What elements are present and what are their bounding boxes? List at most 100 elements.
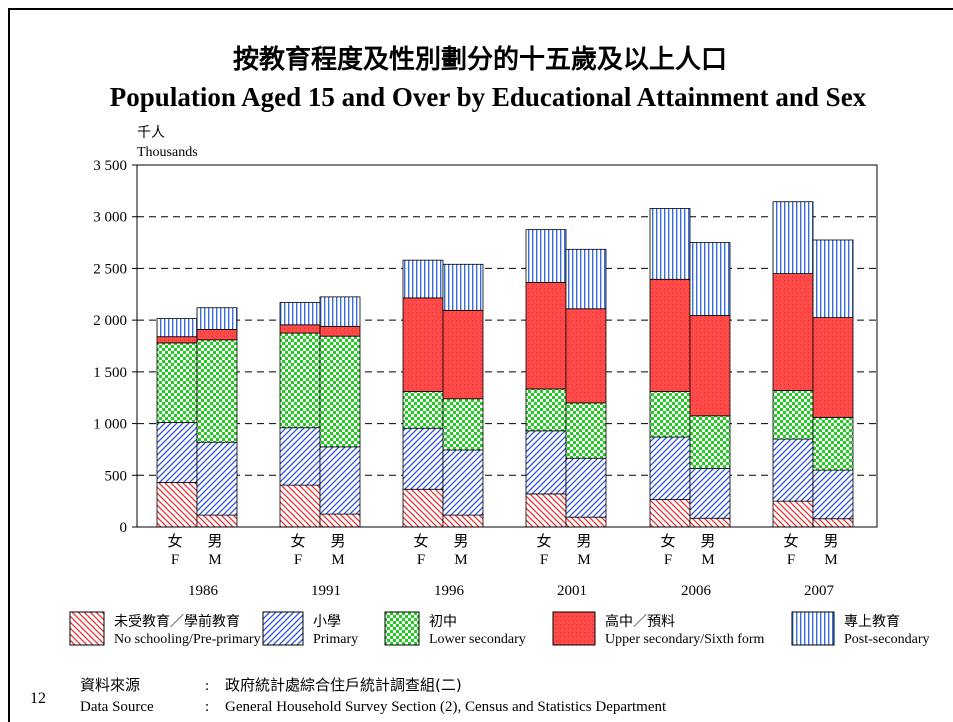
source-text-en: General Household Survey Section (2), Ce…	[225, 699, 667, 715]
bar-segment	[442, 263, 484, 311]
bar-segment	[772, 438, 814, 502]
x-label-sex-en: F	[664, 552, 672, 568]
y-tick-label: 2 000	[93, 313, 127, 329]
bar-segment	[525, 493, 567, 528]
legend-label-en: No schooling/Pre-primary	[114, 632, 261, 647]
legend-swatch	[791, 611, 835, 646]
x-label-sex-zh: 男	[823, 532, 838, 550]
x-label-sex-en: M	[701, 552, 714, 568]
legend-label-en: Primary	[313, 632, 358, 647]
bar-segment	[402, 391, 444, 429]
bar-segment	[279, 332, 321, 429]
x-label-year: 1986	[188, 583, 219, 599]
bar-segment	[649, 391, 691, 438]
bar-segment	[319, 513, 361, 528]
x-label-sex-en: F	[171, 552, 179, 568]
source-label-en: Data Source	[80, 699, 154, 715]
bar-segment	[812, 416, 854, 471]
x-label-year: 2006	[681, 583, 712, 599]
x-label-sex-en: M	[454, 552, 467, 568]
page-number: 12	[30, 690, 46, 707]
legend-label-zh: 初中	[429, 613, 457, 630]
legend-swatch	[69, 611, 105, 646]
bar-segment	[196, 329, 238, 341]
x-label-sex-zh: 女	[783, 532, 798, 550]
bar-segment	[649, 278, 691, 392]
bar-segment	[319, 296, 361, 327]
grid	[137, 164, 877, 476]
x-label-sex-en: F	[787, 552, 795, 568]
x-label-sex-zh: 女	[660, 532, 675, 550]
plot-area-border	[136, 164, 878, 528]
bar-segment	[649, 499, 691, 528]
bar-segment	[565, 248, 607, 310]
bar-segment	[525, 281, 567, 390]
bar-segment	[812, 239, 854, 318]
legend-swatch	[384, 611, 420, 646]
y-axis-label-en: Thousands	[137, 145, 198, 160]
bar-segment	[402, 297, 444, 392]
bar-segment	[196, 514, 238, 528]
x-label-sex-zh: 男	[330, 532, 345, 550]
x-label-year: 2007	[804, 583, 835, 599]
bar-segment	[279, 484, 321, 528]
source-colon-zh: :	[205, 678, 209, 694]
bar-segment	[279, 427, 321, 486]
bar-segment	[196, 441, 238, 516]
bar-segment	[402, 259, 444, 299]
bar-segment	[812, 469, 854, 520]
bar-segment	[525, 430, 567, 495]
bar-segment	[565, 308, 607, 404]
x-label-sex-en: F	[417, 552, 425, 568]
chart-title-en: Population Aged 15 and Over by Education…	[110, 82, 867, 112]
legend-label-zh: 小學	[313, 614, 341, 630]
bar-segment	[156, 318, 198, 338]
bar-segment	[812, 518, 854, 528]
x-label-sex-zh: 男	[576, 532, 591, 550]
bar-segment	[279, 302, 321, 326]
bar-segment	[772, 390, 814, 440]
bar-segment	[565, 516, 607, 528]
bars	[156, 201, 854, 528]
y-tick-label: 1 000	[93, 417, 127, 433]
x-label-sex-en: M	[208, 552, 221, 568]
bar-segment	[772, 201, 814, 275]
page-frame	[8, 8, 953, 722]
bar-segment	[565, 457, 607, 518]
y-tick-label: 1 500	[93, 365, 127, 381]
bar-segment	[402, 488, 444, 528]
x-label-sex-en: M	[824, 552, 837, 568]
x-label-year: 2001	[557, 583, 587, 599]
x-label-year: 1991	[311, 583, 341, 599]
bar-segment	[156, 342, 198, 423]
bar-segment	[196, 307, 238, 330]
legend-label-zh: 專上教育	[844, 614, 900, 630]
bar-segment	[565, 402, 607, 459]
bar-segment	[772, 273, 814, 391]
bar-segment	[525, 388, 567, 432]
legend-label-en: Post-secondary	[844, 632, 930, 647]
legend-label-en: Lower secondary	[429, 632, 526, 647]
y-tick-label: 2 500	[93, 261, 127, 277]
bar-segment	[689, 415, 731, 469]
y-tick-label: 0	[120, 520, 128, 536]
bar-segment	[319, 446, 361, 515]
bar-segment	[319, 335, 361, 448]
x-label-sex-en: F	[540, 552, 548, 568]
bar-segment	[649, 208, 691, 280]
bar-segment	[689, 517, 731, 528]
bar-segment	[442, 449, 484, 516]
chart-title-zh: 按教育程度及性別劃分的十五歲及以上人口	[233, 44, 727, 75]
bar-segment	[156, 422, 198, 483]
x-label-sex-en: M	[577, 552, 590, 568]
source-label-zh: 資料來源	[80, 676, 140, 694]
bar-segment	[689, 315, 731, 417]
bar-segment	[442, 514, 484, 528]
source-text-zh: 政府統計處綜合住戶統計調查組(二)	[225, 676, 462, 694]
y-axis-label-zh: 千人	[137, 125, 165, 141]
bar-segment	[402, 427, 444, 490]
y-tick-label: 3 000	[93, 210, 127, 226]
bar-segment	[156, 482, 198, 528]
